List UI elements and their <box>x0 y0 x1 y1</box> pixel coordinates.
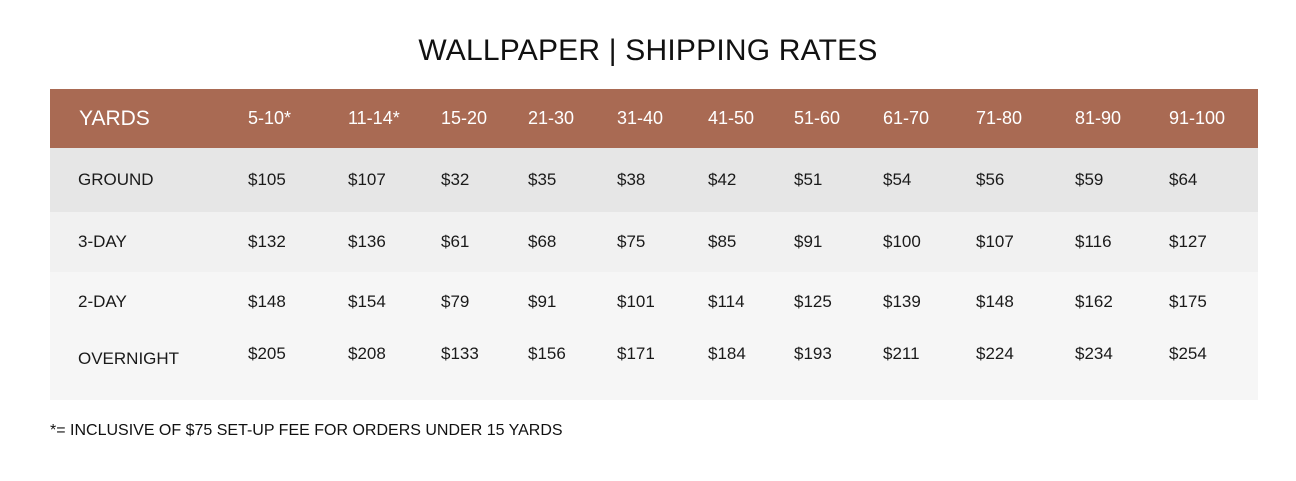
table-cell: $127 <box>1169 232 1207 251</box>
table-cell: $42 <box>708 170 737 189</box>
table-cell: $59 <box>1075 170 1104 189</box>
table-cell: $54 <box>883 170 912 189</box>
column-header: 11-14* <box>348 108 400 128</box>
table-cell: $51 <box>794 170 823 189</box>
table-cell: $139 <box>883 292 921 311</box>
table-cell: $85 <box>708 232 737 251</box>
table-cell: $56 <box>976 170 1005 189</box>
column-header: 81-90 <box>1075 108 1122 128</box>
table-cell: $38 <box>617 170 646 189</box>
table-cell: $136 <box>348 232 386 251</box>
table-row-ground: GROUND $105 $107 $32 $35 $38 $42 $51 $54… <box>50 148 1258 212</box>
column-header: 61-70 <box>883 108 930 128</box>
table-cell: $68 <box>528 232 557 251</box>
table-header-row: YARDS 5-10* 11-14* 15-20 21-30 31-40 41-… <box>50 89 1258 148</box>
table-cell: $79 <box>441 292 470 311</box>
table-cell: $116 <box>1075 232 1112 251</box>
column-header: 15-20 <box>441 108 488 128</box>
column-header-yards: YARDS <box>79 106 150 130</box>
table-cell: $148 <box>976 292 1014 311</box>
table-cell: $154 <box>348 292 386 311</box>
table-cell: $114 <box>708 292 745 311</box>
table-cell: $32 <box>441 170 470 189</box>
table-cell: $171 <box>617 344 655 363</box>
table-cell: $234 <box>1075 344 1113 363</box>
table-cell: $162 <box>1075 292 1113 311</box>
column-header: 51-60 <box>794 108 841 128</box>
table-cell: $105 <box>248 170 286 189</box>
row-label: 2-DAY <box>78 292 127 311</box>
column-header: 71-80 <box>976 108 1023 128</box>
table-row-2-day: 2-DAY $148 $154 $79 $91 $101 $114 $125 $… <box>50 272 1258 332</box>
table-cell: $208 <box>348 344 386 363</box>
row-label: 3-DAY <box>78 232 127 251</box>
table-cell: $125 <box>794 292 832 311</box>
table-cell: $100 <box>883 232 921 251</box>
column-header: 91-100 <box>1169 108 1226 128</box>
column-header: 21-30 <box>528 108 575 128</box>
table-row-overnight: OVERNIGHT $205 $208 $133 $156 $171 $184 … <box>50 332 1258 400</box>
table-cell: $101 <box>617 292 655 311</box>
table-cell: $254 <box>1169 344 1207 363</box>
table-cell: $156 <box>528 344 566 363</box>
table-cell: $133 <box>441 344 479 363</box>
table-cell: $132 <box>248 232 286 251</box>
row-label: GROUND <box>78 170 154 189</box>
page-title: WALLPAPER | SHIPPING RATES <box>418 34 878 67</box>
column-header: 5-10* <box>248 108 292 128</box>
table-cell: $75 <box>617 232 646 251</box>
table-cell: $211 <box>883 344 920 363</box>
footnote: *= INCLUSIVE OF $75 SET-UP FEE FOR ORDER… <box>50 422 563 439</box>
table-cell: $91 <box>794 232 823 251</box>
column-header: 31-40 <box>617 108 664 128</box>
column-header: 41-50 <box>708 108 755 128</box>
table-cell: $184 <box>708 344 746 363</box>
table-cell: $107 <box>348 170 386 189</box>
table-cell: $91 <box>528 292 557 311</box>
table-cell: $107 <box>976 232 1014 251</box>
table-cell: $148 <box>248 292 286 311</box>
table-row-3-day: 3-DAY $132 $136 $61 $68 $75 $85 $91 $100… <box>50 212 1258 272</box>
table-cell: $61 <box>441 232 470 251</box>
table-cell: $64 <box>1169 170 1198 189</box>
table-cell: $205 <box>248 344 286 363</box>
table-cell: $175 <box>1169 292 1207 311</box>
table-cell: $224 <box>976 344 1014 363</box>
row-label: OVERNIGHT <box>78 349 180 368</box>
shipping-rates-table: YARDS 5-10* 11-14* 15-20 21-30 31-40 41-… <box>50 89 1258 400</box>
table-cell: $35 <box>528 170 557 189</box>
table-cell: $193 <box>794 344 832 363</box>
